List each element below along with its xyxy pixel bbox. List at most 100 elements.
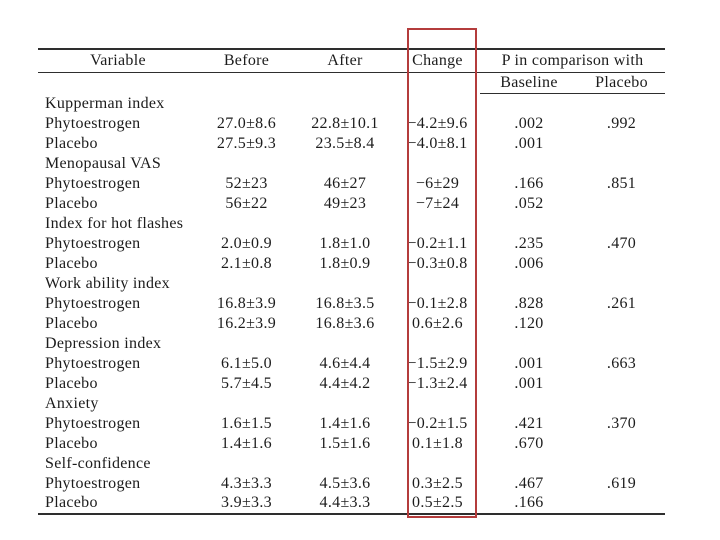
before-value: 5.7±4.5 (221, 374, 272, 392)
after-value: 4.4±4.2 (319, 374, 371, 392)
col-header-after: After (295, 49, 395, 73)
after-value: 22.8±10.1 (311, 114, 379, 132)
row-label: Placebo (45, 254, 98, 272)
change-value: −1.5±2.9 (407, 354, 468, 372)
row-label: Placebo (45, 314, 98, 332)
p-baseline-value: .166 (514, 174, 544, 192)
row-label: Phytoestrogen (45, 114, 141, 132)
section-label: Self-confidence (45, 454, 151, 472)
p-placebo-value (578, 134, 665, 154)
after-value: 4.4±3.3 (319, 494, 371, 511)
section-row: Anxiety (38, 394, 665, 414)
p-placebo-value (578, 314, 665, 334)
data-row: Placebo 16.2±3.9 16.8±3.6 0.6±2.6 .120 (38, 314, 665, 334)
row-label: Phytoestrogen (45, 174, 141, 192)
p-placebo-value: .851 (606, 174, 637, 192)
results-table: Variable Before After Change P in compar… (38, 48, 665, 515)
before-value: 16.8±3.9 (216, 294, 277, 312)
before-value: 52±23 (225, 174, 268, 192)
before-value: 27.0±8.6 (216, 114, 277, 132)
data-row: Phytoestrogen 52±23 46±27 −6±29 .166 .851 (38, 174, 665, 194)
p-baseline-value: .006 (514, 254, 544, 272)
data-row: Placebo 56±22 49±23 −7±24 .052 (38, 194, 665, 214)
after-value: 4.6±4.4 (319, 354, 371, 372)
p-placebo-value (578, 434, 665, 454)
table-body: Kupperman index Phytoestrogen 27.0±8.6 22.8… (38, 94, 665, 514)
p-placebo-value: .663 (606, 354, 637, 372)
row-label: Placebo (45, 194, 98, 212)
section-label: Menopausal VAS (45, 154, 162, 172)
data-row: Placebo 3.9±3.3 4.4±3.3 0.5±2.5 .166 (38, 494, 665, 514)
data-row: Placebo 2.1±0.8 1.8±0.9 −0.3±0.8 .006 (38, 254, 665, 274)
col-header-p-baseline: Baseline (480, 72, 578, 94)
change-value: 0.1±1.8 (412, 434, 463, 452)
p-baseline-value: .120 (514, 314, 544, 332)
change-value: −0.2±1.1 (407, 234, 468, 252)
before-value: 16.2±3.9 (216, 314, 277, 332)
section-label: Depression index (45, 334, 162, 352)
p-placebo-value (578, 194, 665, 214)
section-label: Anxiety (45, 394, 99, 412)
p-baseline-value: .001 (514, 354, 544, 372)
p-baseline-value: .001 (514, 374, 544, 392)
row-label: Phytoestrogen (45, 474, 141, 492)
after-value: 1.8±1.0 (319, 234, 371, 252)
p-baseline-value: .235 (514, 234, 544, 252)
before-value: 27.5±9.3 (216, 134, 277, 152)
col-header-before: Before (198, 49, 295, 73)
p-baseline-value: .467 (514, 474, 544, 492)
table-header: Variable Before After Change P in compar… (38, 49, 665, 94)
before-value: 3.9±3.3 (221, 494, 272, 511)
data-row: Phytoestrogen 16.8±3.9 16.8±3.5 −0.1±2.8 .82… (38, 294, 665, 314)
p-baseline-value: .052 (514, 194, 544, 212)
before-value: 56±22 (225, 194, 268, 212)
section-row: Menopausal VAS (38, 154, 665, 174)
data-row: Placebo 1.4±1.6 1.5±1.6 0.1±1.8 .670 (38, 434, 665, 454)
before-value: 6.1±5.0 (221, 354, 272, 372)
change-value: −1.3±2.4 (407, 374, 468, 392)
after-value: 1.4±1.6 (319, 414, 371, 432)
col-header-p-placebo: Placebo (578, 72, 665, 94)
row-label: Placebo (45, 494, 98, 511)
change-value: −4.0±8.1 (407, 134, 468, 152)
before-value: 2.1±0.8 (221, 254, 272, 272)
p-placebo-value (578, 374, 665, 394)
p-baseline-value: .002 (514, 114, 544, 132)
section-row: Depression index (38, 334, 665, 354)
change-value: −4.2±9.6 (407, 114, 468, 132)
p-placebo-value: .619 (606, 474, 637, 492)
col-header-p-group: P in comparison with (480, 49, 665, 73)
section-row: Work ability index (38, 274, 665, 294)
data-row: Phytoestrogen 6.1±5.0 4.6±4.4 −1.5±2.9 .001.… (38, 354, 665, 374)
change-value: −0.1±2.8 (407, 294, 468, 312)
change-value: 0.3±2.5 (412, 474, 463, 492)
p-placebo-value: .261 (606, 294, 637, 312)
after-value: 4.5±3.6 (319, 474, 371, 492)
after-value: 16.8±3.6 (315, 314, 375, 332)
change-value: −6±29 (415, 174, 460, 192)
change-value: 0.6±2.6 (412, 314, 463, 332)
row-label: Phytoestrogen (45, 414, 141, 432)
header-row-sub: Baseline Placebo (38, 72, 665, 94)
after-value: 1.8±0.9 (319, 254, 371, 272)
col-header-variable: Variable (38, 49, 198, 73)
p-baseline-value: .166 (514, 494, 544, 511)
section-label: Work ability index (45, 274, 170, 292)
header-row-main: Variable Before After Change P in compar… (38, 49, 665, 73)
p-placebo-value (578, 494, 665, 514)
after-value: 1.5±1.6 (319, 434, 371, 452)
p-baseline-value: .828 (514, 294, 544, 312)
change-value: −0.2±1.5 (407, 414, 468, 432)
p-placebo-value: .992 (606, 114, 637, 132)
data-row: Placebo 27.5±9.3 23.5±8.4 −4.0±8.1 .001 (38, 134, 665, 154)
data-row: Phytoestrogen 2.0±0.9 1.8±1.0 −0.2±1.1 .235.… (38, 234, 665, 254)
after-value: 46±27 (323, 174, 367, 192)
p-baseline-value: .421 (514, 414, 544, 432)
row-label: Phytoestrogen (45, 354, 141, 372)
col-header-change: Change (395, 49, 480, 73)
section-row: Self-confidence (38, 454, 665, 474)
after-value: 49±23 (323, 194, 367, 212)
data-row: Phytoestrogen 27.0±8.6 22.8±10.1 −4.2±9.6 .0… (38, 114, 665, 134)
row-label: Placebo (45, 434, 98, 452)
